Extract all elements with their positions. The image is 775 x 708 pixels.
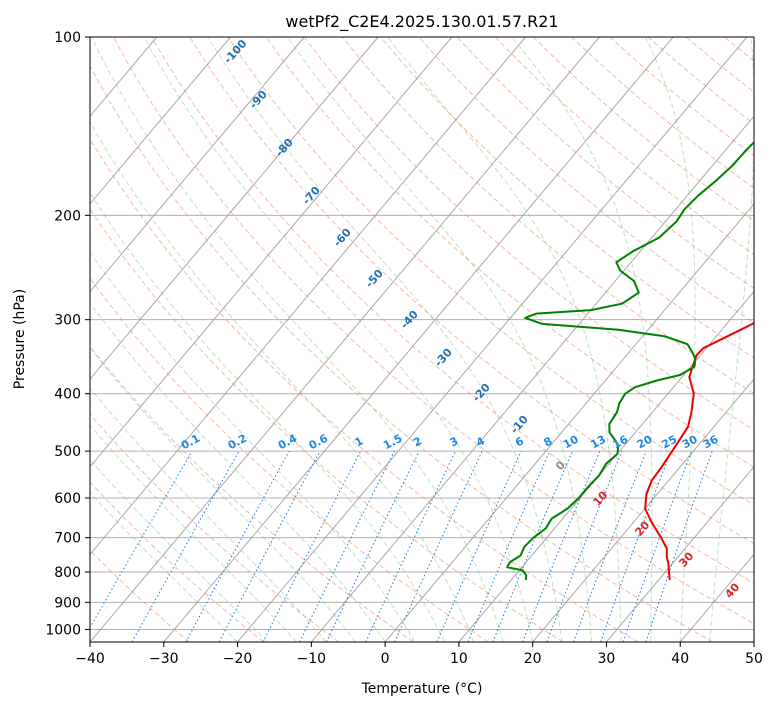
x-tick-label: 20 [524, 651, 542, 667]
moist-adiabat-line [644, 37, 696, 642]
isotherm-line [237, 37, 748, 642]
dry-adiabat-line [227, 37, 754, 506]
mixing-ratio-line [522, 450, 601, 642]
moist-adiabat-line [90, 120, 475, 642]
y-tick-label: 600 [54, 491, 81, 507]
y-tick-label: 700 [54, 531, 81, 547]
moist-adiabat-line [207, 37, 563, 642]
isotherm-line [384, 203, 754, 642]
mixing-ratio-line [492, 450, 573, 642]
y-tick-label: 800 [54, 565, 81, 581]
mixing-ratio-line [185, 450, 290, 642]
mixing-ratio-label: 20 [635, 433, 655, 452]
isotherm-line [90, 37, 527, 556]
dry-adiabat-line [380, 37, 754, 359]
moist-adiabat-line [511, 37, 653, 642]
dry-adiabat-line [342, 37, 754, 395]
isotherm-line [753, 641, 754, 642]
moist-adiabat-line [90, 347, 357, 642]
y-axis-label: Pressure (hPa) [12, 289, 28, 389]
dewpoint-profile-line [506, 140, 754, 580]
dry-adiabat-line [189, 37, 754, 545]
isotherm-line [163, 37, 674, 642]
mixing-ratio-line [218, 450, 321, 642]
isotherm-line [310, 115, 754, 642]
mixing-ratio-line [546, 450, 623, 642]
dry-adiabat-line [763, 37, 775, 642]
mixing-ratio-line [299, 450, 395, 642]
plot-background [90, 37, 754, 642]
mixing-ratio-label: 16 [611, 433, 631, 452]
chart-title: wetPf2_C2E4.2025.130.01.57.R21 [285, 12, 558, 32]
isotherm-line [90, 37, 305, 293]
isotherm-line [0, 37, 9, 642]
x-tick-label: 50 [745, 651, 763, 667]
dry-adiabat-line [265, 37, 754, 468]
isotherm-line [90, 37, 600, 642]
x-tick-label: −10 [297, 651, 327, 667]
dry-adiabat-line [90, 413, 339, 642]
mixing-ratio-label: 36 [701, 433, 721, 452]
mixing-ratio-label: 10 [561, 433, 581, 452]
isotherm-line [90, 37, 453, 468]
isotherm-line [606, 465, 754, 642]
dry-adiabat-line [90, 137, 639, 642]
series-layer [506, 140, 754, 581]
isotherm-line [458, 290, 754, 642]
moist-adiabat-line [90, 424, 297, 642]
moist-adiabat-line [287, 37, 593, 642]
y-tick-label: 500 [54, 444, 81, 460]
background-lines [0, 37, 775, 642]
dry-adiabat-line [112, 37, 754, 625]
y-tick-label: 100 [54, 30, 81, 46]
x-tick-label: 0 [381, 651, 390, 667]
moist-adiabat-line [90, 491, 238, 642]
mixing-ratio-line [467, 450, 551, 642]
y-axis-ticks: 100 200 300 400 500 600 700 800 900 1000 [45, 30, 90, 638]
x-axis-label: Temperature (°C) [361, 681, 483, 697]
moist-adiabat-line [91, 37, 504, 642]
x-tick-label: −40 [75, 651, 105, 667]
y-tick-label: 300 [54, 313, 81, 329]
y-tick-label: 200 [54, 208, 81, 224]
moist-adiabat-line [90, 302, 386, 642]
x-tick-label: 10 [450, 651, 468, 667]
mixing-ratio-line [622, 450, 692, 642]
y-tick-label: 900 [54, 595, 81, 611]
mixing-ratio-label: 13 [588, 433, 608, 452]
moist-adiabat-line [709, 37, 754, 642]
mixing-ratio-label: 30 [680, 433, 700, 452]
mixing-ratio-line [573, 450, 647, 642]
moist-adiabat-line [90, 458, 268, 642]
temperature-profile-line [644, 321, 754, 581]
y-tick-label: 400 [54, 387, 81, 403]
dry-adiabat-line [90, 481, 265, 642]
y-tick-label: 1000 [45, 622, 81, 638]
moist-adiabat-line [90, 191, 445, 642]
dry-adiabat-line [90, 65, 713, 642]
x-tick-label: 30 [598, 651, 616, 667]
dry-adiabat-line [151, 37, 754, 584]
isotherm-line [90, 37, 379, 380]
dry-adiabat-line [456, 37, 754, 289]
mixing-ratio-label: 25 [660, 433, 680, 452]
plot-frame [89, 36, 755, 643]
x-tick-label: −30 [149, 651, 179, 667]
isotherm-line [532, 378, 754, 642]
moist-adiabat-line [143, 37, 534, 642]
mixing-ratio-line [436, 450, 522, 642]
mixing-ratio-line [131, 450, 240, 642]
moist-adiabat-line [387, 37, 622, 642]
x-axis-ticks: −40 −30 −20 −10 0 10 20 30 40 50 [75, 642, 763, 667]
dry-adiabat-line [90, 208, 564, 642]
x-tick-label: 40 [671, 651, 689, 667]
mixing-ratio-line [645, 450, 713, 642]
dry-adiabat-line [90, 277, 489, 642]
isotherm-line [90, 37, 231, 205]
mixing-ratio-line [600, 450, 672, 642]
x-tick-label: −20 [223, 651, 253, 667]
